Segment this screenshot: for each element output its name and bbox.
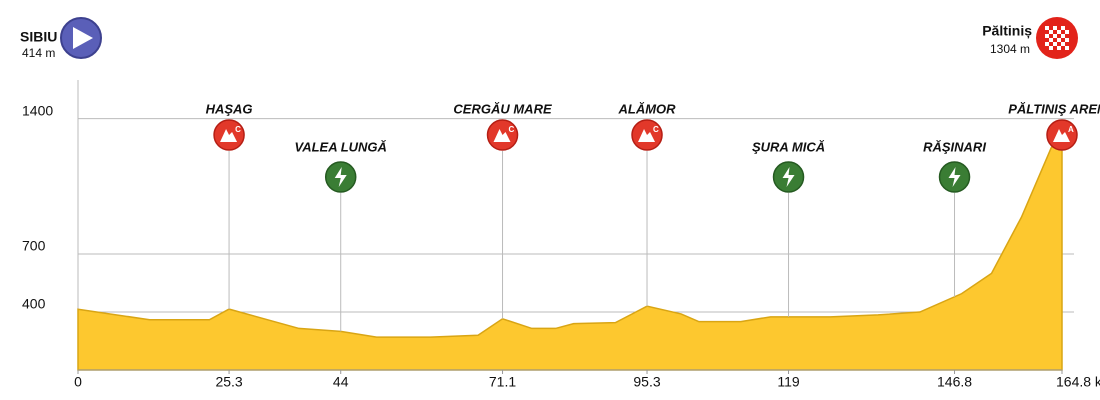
flag-square [1049, 38, 1053, 42]
climb-mountain [638, 129, 656, 142]
elevation-area [77, 135, 1063, 371]
waypoint-name: CERGĂU MARE [453, 101, 552, 116]
flag-square [1045, 42, 1049, 46]
flag-square [1057, 46, 1061, 50]
start-elevation: 414 m [22, 46, 55, 60]
climb-category: C [235, 125, 241, 134]
sprint-bolt [782, 167, 795, 187]
y-tick-label: 1400 [22, 102, 53, 118]
flag-square [1057, 30, 1061, 34]
flag-square [1057, 38, 1061, 42]
waypoint-name: RĂŞINARI [923, 139, 986, 154]
flag-square [1045, 26, 1049, 30]
finish-name: Păltiniș [982, 23, 1032, 39]
flag-square [1061, 34, 1065, 38]
finish-icon [1036, 17, 1078, 59]
flag-square [1053, 42, 1057, 46]
flag-square [1061, 42, 1065, 46]
climb-mountain [1053, 129, 1070, 142]
waypoint-name: VALEA LUNGĂ [294, 139, 386, 154]
x-tick-label: 0 [74, 374, 82, 390]
climb-category: C [509, 125, 515, 134]
climb-mountain [220, 129, 238, 142]
flag-square [1065, 30, 1069, 34]
y-tick-label: 400 [22, 296, 46, 312]
climb-category: A [1068, 125, 1074, 134]
x-tick-label: 146.8 [937, 374, 972, 390]
x-tick-label: 119 [777, 374, 800, 390]
sprint-bolt [334, 167, 347, 187]
finish-elevation: 1304 m [990, 42, 1030, 56]
x-tick-label: 44 [333, 374, 349, 390]
flag-square [1053, 34, 1057, 38]
flag-square [1065, 38, 1069, 42]
waypoint-name: ŞURA MICĂ [752, 139, 825, 154]
x-tick-label: 95.3 [633, 374, 660, 390]
x-tick-label: 71.1 [489, 374, 516, 390]
x-tick-label: 25.3 [215, 374, 242, 390]
waypoint-name: HAŞAG [206, 101, 253, 116]
start-arrow [73, 27, 93, 49]
climb-mountain [493, 129, 511, 142]
flag-square [1061, 26, 1065, 30]
waypoint-name: ALĂMOR [618, 101, 677, 116]
start-name: SIBIU [20, 29, 57, 45]
flag-square [1065, 46, 1069, 50]
flag-square [1053, 26, 1057, 30]
climb-category: C [653, 125, 659, 134]
flag-square [1049, 30, 1053, 34]
sprint-bolt [948, 167, 961, 187]
flag-square [1045, 34, 1049, 38]
waypoint-name: PĂLTINIŞ ARENA [1008, 101, 1100, 116]
flag-square [1049, 46, 1053, 50]
x-tick-label: 164.8 km [1056, 374, 1100, 390]
y-tick-label: 700 [22, 238, 46, 254]
